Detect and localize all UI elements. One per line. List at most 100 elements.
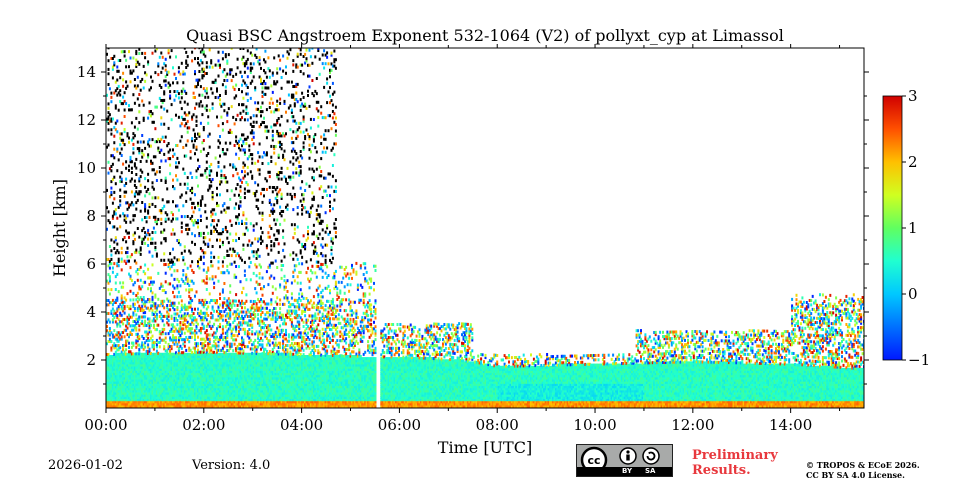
- heatmap-cell: [137, 272, 139, 275]
- heatmap-cell: [135, 50, 137, 53]
- heatmap-cell: [124, 143, 126, 146]
- heatmap-cell: [172, 81, 174, 84]
- heatmap-cell: [147, 117, 149, 120]
- heatmap-cell: [204, 243, 206, 246]
- heatmap-cell: [115, 208, 117, 211]
- heatmap-cell: [127, 214, 129, 217]
- heatmap-cell: [149, 298, 151, 301]
- heatmap-cell: [109, 87, 111, 90]
- heatmap-cell: [154, 242, 156, 245]
- heatmap-cell: [218, 51, 220, 54]
- heatmap-cell: [240, 328, 242, 331]
- heatmap-cell: [190, 198, 192, 201]
- heatmap-cell: [194, 133, 196, 136]
- heatmap-cell: [181, 215, 183, 218]
- heatmap-cell: [190, 150, 192, 153]
- heatmap-cell: [182, 81, 184, 84]
- heatmap-cell: [193, 211, 195, 214]
- heatmap-cell: [132, 203, 134, 206]
- heatmap-cell: [153, 324, 155, 327]
- heatmap-cell: [169, 252, 171, 255]
- heatmap-cell: [113, 176, 115, 179]
- heatmap-cell: [209, 334, 211, 337]
- heatmap-cell: [196, 318, 198, 321]
- heatmap-cell: [226, 120, 228, 123]
- heatmap-cell: [131, 279, 133, 282]
- heatmap-cell: [124, 55, 126, 58]
- heatmap-cell: [116, 217, 118, 220]
- heatmap-cell: [235, 202, 237, 205]
- heatmap-cell: [149, 216, 151, 219]
- heatmap-cell: [223, 103, 225, 106]
- heatmap-cell: [197, 185, 199, 188]
- heatmap-cell: [171, 103, 173, 106]
- heatmap-cell: [184, 215, 186, 218]
- heatmap-cell: [193, 113, 195, 116]
- heatmap-cell: [130, 221, 132, 224]
- heatmap-cell: [108, 72, 110, 75]
- heatmap-cell: [244, 328, 246, 331]
- heatmap-cell: [174, 302, 176, 305]
- heatmap-cell: [238, 222, 240, 225]
- heatmap-cell: [113, 262, 115, 265]
- heatmap-cell: [244, 170, 246, 173]
- heatmap-cell: [125, 299, 127, 302]
- heatmap-cell: [169, 164, 171, 167]
- heatmap-cell: [128, 232, 130, 235]
- heatmap-cell: [209, 48, 211, 51]
- heatmap-cell: [207, 115, 209, 118]
- heatmap-cell: [165, 237, 167, 240]
- heatmap-cell: [184, 172, 186, 175]
- heatmap-cell: [210, 185, 212, 188]
- heatmap-cell: [219, 297, 221, 300]
- heatmap-cell: [209, 109, 211, 112]
- heatmap-cell: [191, 206, 193, 209]
- heatmap-cell: [132, 143, 134, 146]
- heatmap-cell: [219, 142, 221, 145]
- heatmap-cell: [191, 215, 193, 218]
- heatmap-cell: [137, 84, 139, 87]
- heatmap-cell: [222, 51, 224, 54]
- heatmap-cell: [244, 149, 246, 152]
- heatmap-cell: [200, 150, 202, 153]
- heatmap-cell: [168, 142, 170, 145]
- heatmap-cell: [168, 218, 170, 221]
- heatmap-cell: [138, 236, 140, 239]
- heatmap-cell: [196, 137, 198, 140]
- heatmap-cell: [238, 265, 240, 268]
- heatmap-cell: [181, 252, 183, 255]
- heatmap-cell: [165, 272, 167, 275]
- heatmap-cell: [245, 300, 247, 303]
- heatmap-cell: [134, 238, 136, 241]
- heatmap-cell: [144, 311, 146, 314]
- heatmap-cell: [182, 327, 184, 330]
- heatmap-cell: [244, 192, 246, 195]
- heatmap-cell: [168, 323, 170, 326]
- heatmap-cell: [201, 94, 203, 97]
- heatmap-cell: [163, 328, 165, 331]
- heatmap-cell: [137, 292, 139, 295]
- heatmap-cell: [124, 91, 126, 94]
- heatmap-cell: [147, 229, 149, 232]
- heatmap-cell: [162, 198, 164, 201]
- heatmap-cell: [122, 139, 124, 142]
- heatmap-cell: [216, 299, 218, 302]
- heatmap-cell: [110, 254, 112, 257]
- heatmap-cell: [220, 180, 222, 183]
- heatmap-cell: [190, 252, 192, 255]
- heatmap-cell: [163, 205, 165, 208]
- heatmap-cell: [201, 61, 203, 64]
- heatmap-cell: [198, 208, 200, 211]
- heatmap-cell: [184, 263, 186, 266]
- heatmap-cell: [187, 139, 189, 142]
- heatmap-cell: [149, 348, 151, 351]
- heatmap-cell: [203, 139, 205, 142]
- heatmap-cell: [143, 227, 145, 230]
- heatmap-cell: [212, 213, 214, 216]
- heatmap-cell: [152, 335, 154, 338]
- heatmap-cell: [225, 53, 227, 56]
- heatmap-cell: [219, 155, 221, 158]
- heatmap-cell: [141, 52, 143, 55]
- heatmap-cell: [134, 78, 136, 81]
- heatmap-cell: [204, 96, 206, 99]
